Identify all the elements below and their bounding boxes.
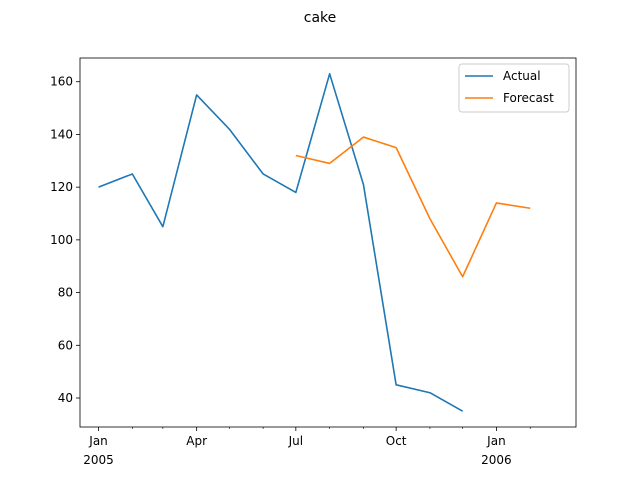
series-line-forecast	[295, 136, 531, 278]
x-tick-label: Oct	[386, 434, 407, 448]
y-tick-label: 160	[50, 75, 73, 89]
axes-layer: 40 60 80 100 120 140 160 Jan 2005 Apr Jul Oct Jan 200…	[50, 57, 577, 467]
x-tick-label: Jul	[288, 434, 303, 448]
chart-title: cake	[304, 10, 337, 26]
y-tick-label: 80	[58, 286, 73, 300]
plot-frame	[79, 57, 577, 428]
y-tick-label: 100	[50, 233, 73, 247]
y-tick-label: 60	[58, 338, 73, 352]
x-tick-label: Jan	[88, 434, 108, 448]
y-tick-label: 40	[58, 391, 73, 405]
legend: Actual Forecast	[458, 63, 570, 113]
x-tick-year-label: 2005	[83, 453, 114, 467]
y-tick-label: 120	[50, 180, 73, 194]
y-tick-label: 140	[50, 127, 73, 141]
x-tick-year-label: 2006	[481, 453, 512, 467]
x-tick-label: Jan	[486, 434, 506, 448]
legend-label-forecast: Forecast	[503, 91, 554, 105]
x-tick-label: Apr	[186, 434, 207, 448]
series-layer	[98, 73, 531, 412]
series-line-actual	[98, 73, 464, 412]
legend-label-actual: Actual	[503, 69, 541, 83]
